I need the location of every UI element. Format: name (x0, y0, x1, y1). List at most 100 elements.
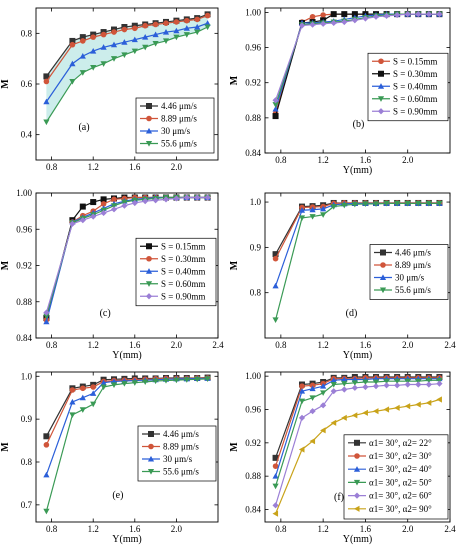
data-point (100, 61, 107, 67)
data-point (100, 384, 107, 391)
data-point (79, 407, 86, 413)
panel-a: 0.8 1.2 1.6 2.0 0.4 0.6 0.8 M 4.46 μm/s 8.89 μm/s… (0, 7, 219, 172)
panel-label: (a) (78, 122, 89, 133)
y-tick-label: 0.9 (250, 242, 262, 252)
legend-item: 4.46 μm/s (140, 101, 197, 111)
legend-label: α1= 30°, α2= 90° (369, 504, 432, 514)
data-point (90, 65, 97, 71)
legend-label: 30 μm/s (161, 126, 191, 136)
legend-label: α1= 30°, α2= 50° (369, 477, 432, 487)
legend-marker (146, 103, 153, 110)
data-point (383, 382, 390, 389)
data-point (372, 379, 380, 386)
x-tick-label: 2.0 (402, 155, 414, 165)
data-point (320, 402, 327, 409)
data-point (309, 438, 316, 445)
plot-frame (264, 371, 451, 523)
y-axis-title: M (229, 442, 240, 452)
data-point (330, 388, 337, 395)
panel-label: (e) (112, 490, 123, 501)
x-tick-label: 1.6 (129, 524, 141, 534)
data-point (90, 47, 97, 54)
series-5 (272, 396, 442, 517)
legend-label: S = 0.15mm (161, 241, 205, 251)
y-tick-label: 0.96 (245, 43, 261, 53)
plot-area (43, 194, 211, 325)
x-tick-label: 2.0 (402, 524, 414, 534)
series-4 (272, 380, 443, 509)
panel-label: (b) (353, 119, 365, 130)
y-tick-label: 0.96 (16, 224, 32, 234)
data-point (162, 28, 170, 35)
data-point (110, 56, 118, 62)
x-axis-title: Y(mm) (343, 350, 372, 361)
data-point (100, 201, 107, 207)
data-point (43, 309, 50, 316)
data-point (173, 19, 180, 25)
data-point (330, 377, 337, 383)
data-point (309, 13, 316, 20)
panel-e: 0.8 1.2 1.6 2.0 0.7 0.8 0.9 1.0 Y(mm) M 4.46 μm/s 8… (0, 371, 219, 545)
data-point (173, 195, 180, 202)
data-point (204, 24, 211, 31)
data-point (110, 203, 118, 209)
data-point (272, 105, 279, 112)
data-point (194, 16, 200, 23)
y-tick-label: 0.84 (245, 148, 261, 158)
legend-marker (354, 453, 360, 459)
data-point (320, 427, 326, 434)
data-point (121, 52, 128, 58)
data-point (372, 13, 380, 20)
legend-marker (145, 293, 153, 300)
data-point (330, 419, 337, 426)
legend-marker (145, 141, 153, 147)
x-tick-label: 2.4 (444, 340, 456, 350)
data-point (43, 471, 50, 478)
data-point (79, 203, 86, 210)
legend-item: α1= 30°, α2= 30° (348, 451, 432, 461)
legend-item: α1= 30°, α2= 22° (348, 438, 432, 448)
data-point (163, 20, 169, 27)
y-axis-title: M (0, 442, 11, 452)
legend-marker (379, 249, 386, 256)
legend-marker (378, 58, 384, 65)
data-point (436, 11, 443, 18)
data-point (79, 394, 86, 401)
data-point (152, 31, 159, 38)
legend-marker (379, 287, 387, 294)
y-tick-label: 0.4 (21, 130, 33, 140)
legend-marker (377, 83, 385, 89)
data-point (183, 32, 190, 38)
legend-label: 55.6 μm/s (163, 467, 199, 477)
data-point (43, 313, 50, 320)
data-point (142, 34, 149, 40)
data-point (43, 442, 50, 448)
data-point (272, 317, 279, 323)
data-point (90, 401, 97, 408)
data-point (100, 209, 107, 217)
x-tick-label: 1.2 (88, 340, 99, 350)
legend-item: 4.46 μm/s (374, 248, 431, 258)
data-point (272, 483, 279, 490)
plot-area (43, 11, 211, 126)
y-axis-title: M (0, 260, 11, 270)
data-point (425, 381, 432, 388)
series-2 (43, 20, 211, 105)
data-point (194, 376, 201, 383)
data-point (121, 26, 128, 33)
data-point (69, 398, 76, 405)
plot-area (43, 374, 211, 515)
data-point (436, 396, 442, 403)
x-tick-label: 1.6 (129, 162, 141, 172)
series-3 (272, 200, 443, 323)
data-point (43, 508, 50, 515)
legend-label: 8.89 μm/s (395, 260, 431, 270)
y-tick-label: 1.00 (245, 7, 261, 17)
data-point (341, 386, 348, 393)
data-point (204, 20, 211, 26)
data-point (121, 381, 128, 387)
legend-item: S = 0.90mm (140, 291, 205, 301)
plot-frame (264, 192, 451, 339)
data-point (142, 379, 149, 385)
data-point (320, 383, 327, 389)
